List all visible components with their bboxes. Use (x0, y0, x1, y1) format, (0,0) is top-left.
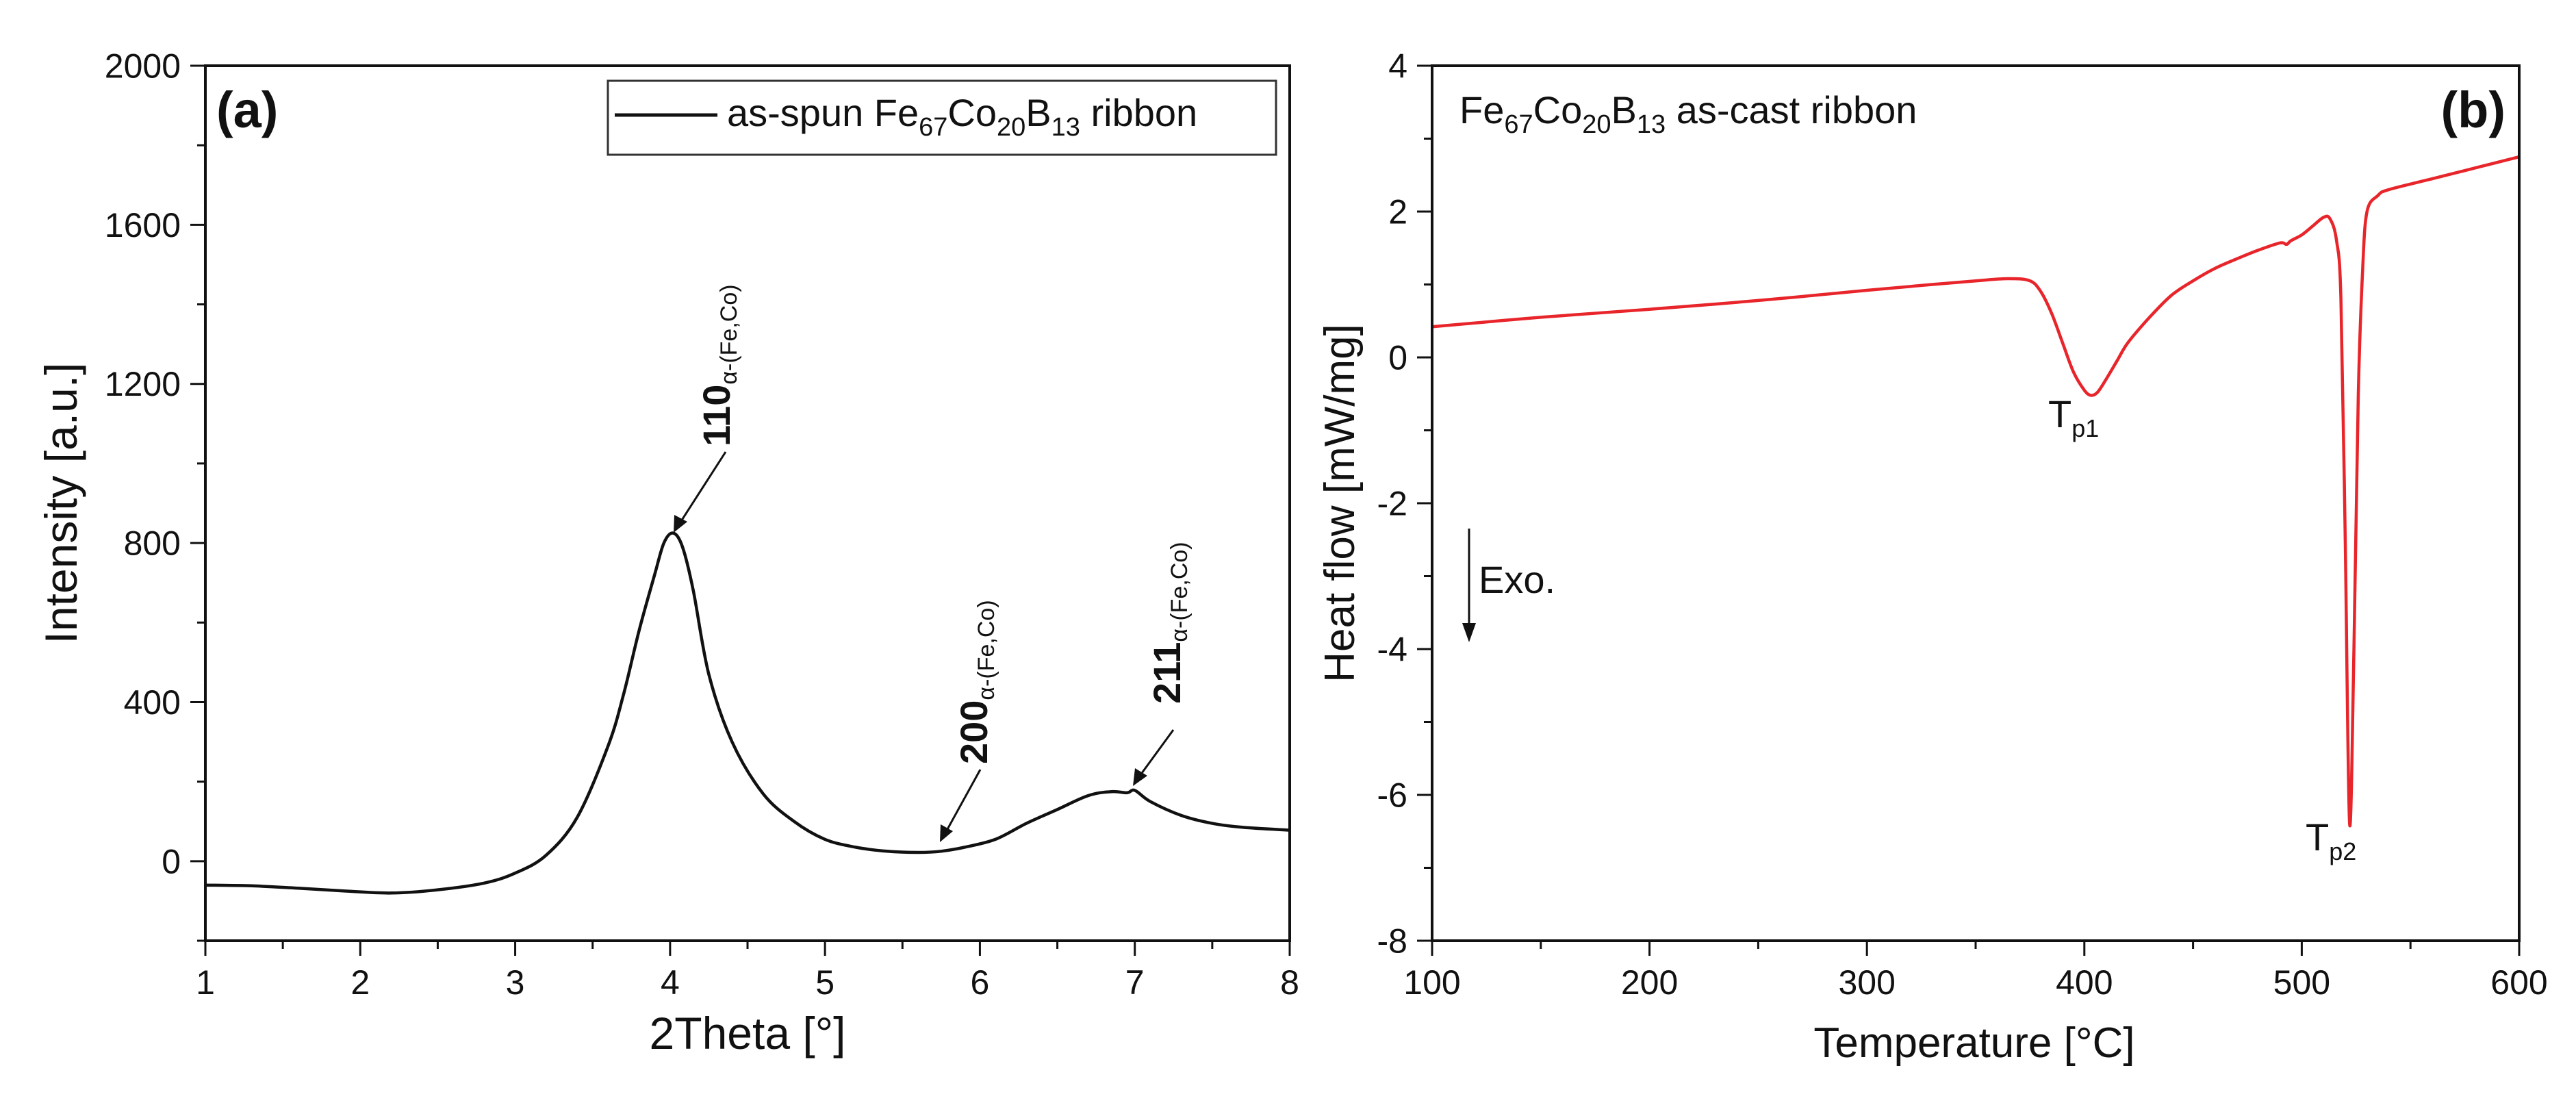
a-x-tick-label: 2 (350, 963, 370, 1002)
b-y-tick-label: -8 (1377, 922, 1407, 961)
b-x-tick-label: 400 (2056, 963, 2113, 1002)
chart-b-annotation-tp1: Tp1 (2048, 392, 2099, 442)
b-y-tick-label: -2 (1377, 485, 1407, 523)
b-x-tick-label: 500 (2273, 963, 2330, 1002)
chart-a-legend-label: as-spun Fe67Co20B13 ribbon (727, 91, 1197, 142)
a-y-tick-label: 1200 (105, 365, 181, 403)
b-y-tick-label: 0 (1388, 339, 1407, 377)
b-y-tick-label: -4 (1377, 631, 1407, 669)
chart-a-panel-label: (a) (216, 81, 278, 138)
chart-b-frame (1431, 64, 2521, 942)
b-y-tick-label: 4 (1388, 47, 1407, 86)
a-x-tick-label: 4 (661, 963, 680, 1002)
chart-b-annotation-tp2: Tp2 (2306, 815, 2356, 865)
chart-b-x-tick-labels: 100 200 300 400 500 600 (1403, 963, 2547, 1002)
chart-a-x-tick-labels: 1 2 3 4 5 6 7 8 (196, 963, 1299, 1002)
chart-b-series-line (1431, 155, 2520, 828)
chart-a-x-axis-label: 2Theta [°] (650, 1008, 846, 1058)
chart-b-exo-indicator: Exo. (1462, 529, 1555, 642)
chart-a-annotation-200: 200α-(Fe,Co) (940, 600, 999, 842)
chart-b-x-axis-label: Temperature [°C] (1813, 1019, 2134, 1067)
a-x-tick-label: 5 (815, 963, 834, 1002)
a-x-tick-label: 6 (971, 963, 990, 1002)
a-y-tick-label: 400 (124, 683, 181, 722)
svg-text:110α-(Fe,Co): 110α-(Fe,Co) (695, 284, 742, 446)
chart-a-annotation-211: 211α-(Fe,Co) (1133, 542, 1193, 786)
svg-text:200α-(Fe,Co): 200α-(Fe,Co) (952, 600, 999, 764)
svg-text:Exo.: Exo. (1479, 558, 1555, 601)
chart-a-legend-box (607, 79, 1277, 156)
chart-b: 100 200 300 400 500 600 -8 -6 -4 -2 0 2 4 (b) Fe67C… (1316, 47, 2548, 1067)
chart-a-y-tick-labels: 0 400 800 1200 1600 2000 (105, 47, 181, 881)
a-y-tick-label: 0 (162, 842, 181, 880)
chart-a: 1 2 3 4 5 6 7 8 0 400 800 1200 1600 2000 (a) as-spun… (36, 47, 1299, 1059)
a-x-tick-label: 8 (1280, 963, 1299, 1002)
a-y-tick-label: 2000 (105, 47, 181, 86)
b-x-tick-label: 600 (2490, 963, 2547, 1002)
b-x-tick-label: 200 (1621, 963, 1678, 1002)
chart-a-annotation-110: 110α-(Fe,Co) (674, 284, 742, 533)
a-x-tick-label: 1 (196, 963, 215, 1002)
chart-b-y-axis-label: Heat flow [mW/mg] (1316, 324, 1364, 683)
a-x-tick-label: 3 (506, 963, 525, 1002)
chart-a-series-line (205, 531, 1290, 895)
chart-a-frame (204, 64, 1291, 942)
chart-b-panel-label: (b) (2441, 81, 2506, 138)
b-x-tick-label: 300 (1838, 963, 1895, 1002)
chart-b-y-tick-labels: -8 -6 -4 -2 0 2 4 (1377, 47, 1407, 961)
chart-b-title: Fe67Co20B13 as-cast ribbon (1459, 88, 1917, 139)
b-y-tick-label: 2 (1388, 193, 1407, 231)
b-y-tick-label: -6 (1377, 776, 1407, 815)
svg-text:211α-(Fe,Co): 211α-(Fe,Co) (1145, 542, 1193, 704)
b-x-tick-label: 100 (1403, 963, 1460, 1002)
a-y-tick-label: 1600 (105, 206, 181, 244)
a-x-tick-label: 7 (1125, 963, 1145, 1002)
a-y-tick-label: 800 (124, 524, 181, 563)
chart-a-y-axis-label: Intensity [a.u.] (36, 363, 86, 644)
